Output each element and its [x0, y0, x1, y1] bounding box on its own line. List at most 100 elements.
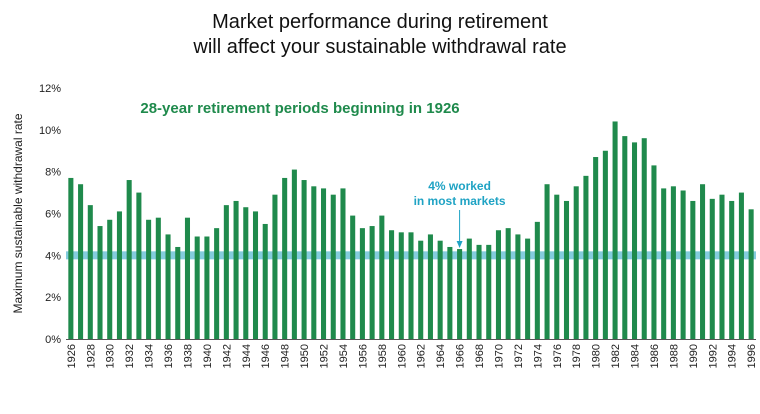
y-tick-label: 0% [45, 334, 61, 346]
x-tick-label: 1966 [455, 344, 467, 368]
bar [651, 165, 657, 339]
x-tick-label: 1972 [513, 344, 525, 368]
annotation-line1: 4% worked [428, 179, 491, 193]
bar [748, 209, 754, 339]
bar [175, 246, 181, 339]
y-axis-label: Maximum sustainable withdrawal rate [11, 113, 25, 313]
x-tick-label: 1938 [182, 344, 194, 368]
chart-title-line2: will affect your sustainable withdrawal … [193, 36, 567, 58]
x-tick-label: 1988 [668, 344, 680, 368]
bar [622, 136, 628, 339]
bar [729, 200, 735, 339]
x-tick-label: 1950 [299, 344, 311, 368]
bar [165, 234, 171, 339]
bar [602, 150, 608, 339]
bar [155, 217, 161, 339]
bar [505, 228, 511, 339]
x-tick-label: 1948 [280, 344, 292, 368]
bar [641, 138, 647, 339]
bar [661, 188, 667, 339]
y-tick-label: 4% [45, 250, 61, 262]
bar [418, 240, 424, 339]
bar [291, 169, 297, 339]
bar [233, 200, 239, 339]
bar [350, 215, 356, 339]
x-tick-label: 1992 [707, 344, 719, 368]
bar [126, 180, 132, 339]
bar [107, 219, 113, 339]
bar [486, 244, 492, 339]
bar [427, 234, 433, 339]
bar [544, 184, 550, 339]
bar [554, 194, 560, 339]
x-tick-label: 1930 [105, 344, 117, 368]
bar [398, 232, 404, 339]
bar [408, 232, 414, 339]
bar [680, 190, 686, 339]
x-tick-label: 1974 [532, 344, 544, 368]
bar [738, 192, 744, 339]
bar [321, 188, 327, 339]
x-tick-label: 1970 [493, 344, 505, 368]
bar [573, 186, 579, 339]
x-tick-label: 1940 [202, 344, 214, 368]
x-tick-label: 1934 [144, 344, 156, 368]
y-tick-label: 2% [45, 292, 61, 304]
x-tick-label: 1980 [591, 344, 603, 368]
bar [97, 226, 103, 339]
bar [690, 200, 696, 339]
chart-subtitle: 28-year retirement periods beginning in … [140, 100, 459, 117]
x-tick-label: 1984 [630, 344, 642, 368]
x-tick-label: 1994 [727, 344, 739, 368]
bar [670, 186, 676, 339]
bar [262, 223, 268, 339]
bar [78, 184, 84, 339]
x-tick-label: 1968 [474, 344, 486, 368]
bar [68, 177, 74, 339]
bar [330, 194, 336, 339]
bar [700, 184, 706, 339]
x-tick-label: 1964 [435, 344, 447, 368]
y-tick-label: 8% [45, 167, 61, 179]
x-tick-label: 1946 [260, 344, 272, 368]
bar [311, 186, 317, 339]
x-tick-label: 1996 [746, 344, 758, 368]
x-tick-label: 1958 [377, 344, 389, 368]
bar [136, 192, 142, 339]
x-tick-label: 1956 [357, 344, 369, 368]
bar [359, 228, 365, 339]
y-tick-label: 10% [39, 125, 61, 137]
x-tick-label: 1942 [221, 344, 233, 368]
x-tick-label: 1990 [688, 344, 700, 368]
bar [184, 217, 191, 339]
x-tick-label: 1960 [396, 344, 408, 368]
x-tick-label: 1944 [241, 344, 253, 368]
chart-title-line1: Market performance during retirement [212, 11, 548, 33]
x-tick-label: 1962 [416, 344, 428, 368]
bar [612, 121, 618, 339]
bar [466, 238, 472, 339]
bar [116, 211, 122, 339]
bar [379, 215, 385, 339]
annotation-line2: in most markets [414, 194, 506, 208]
y-tick-label: 12% [39, 83, 61, 95]
bar [515, 234, 521, 339]
x-tick-label: 1932 [124, 344, 136, 368]
bar [593, 157, 599, 339]
bar [252, 211, 259, 339]
x-tick-label: 1936 [163, 344, 175, 368]
bar [87, 205, 93, 339]
bar [583, 175, 589, 339]
x-tick-label: 1976 [552, 344, 564, 368]
bar [525, 238, 531, 339]
bar [437, 240, 443, 339]
bar [194, 236, 200, 339]
bar [476, 244, 482, 339]
bar [534, 221, 540, 339]
bar [709, 198, 715, 339]
bar [631, 142, 638, 339]
bar [146, 219, 152, 339]
bar [369, 226, 375, 339]
bar [457, 249, 463, 339]
